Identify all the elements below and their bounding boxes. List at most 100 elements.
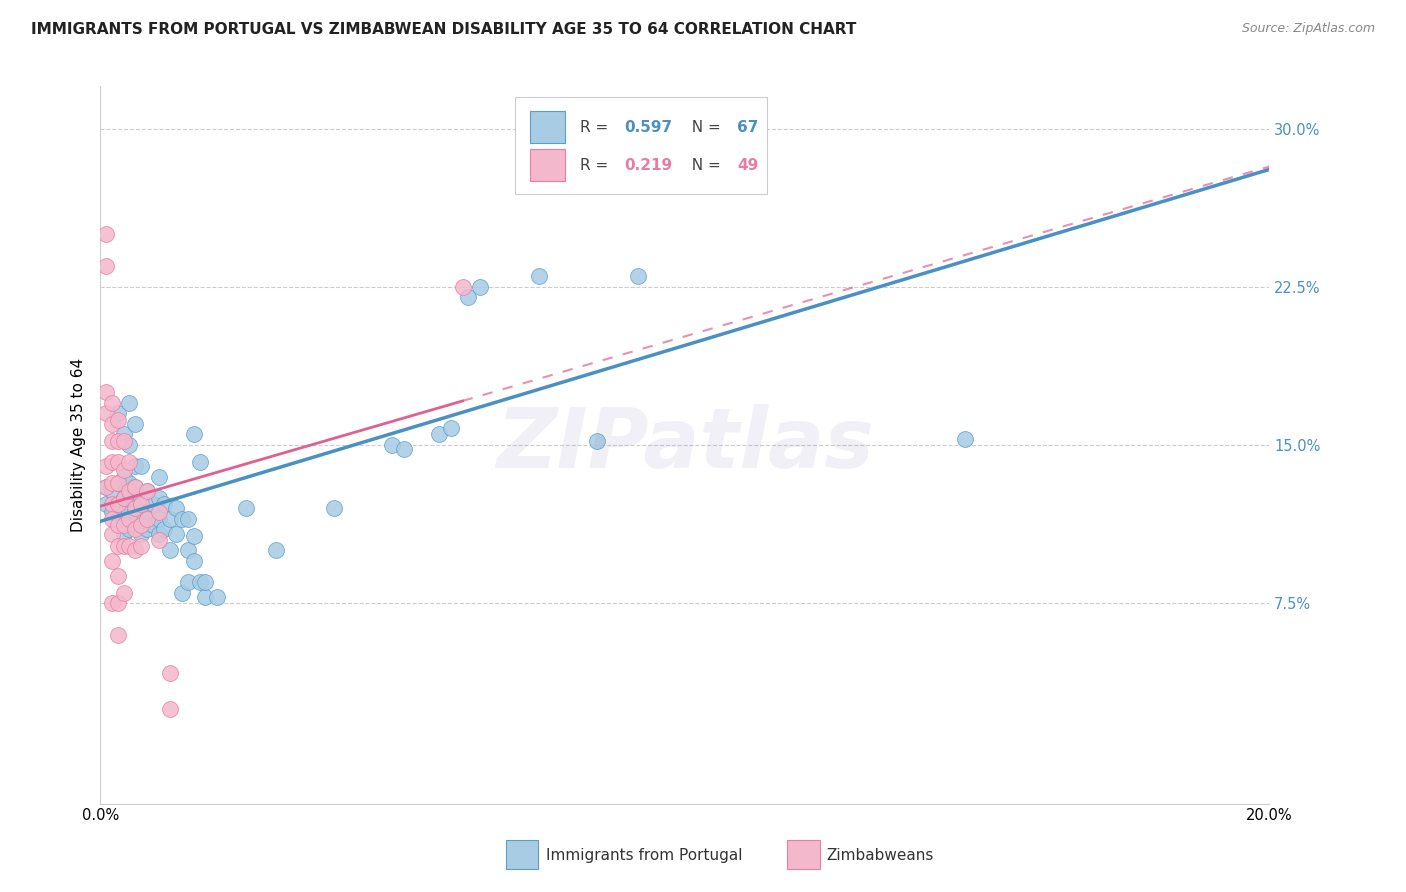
Point bbox=[101, 512, 124, 526]
Point bbox=[451, 279, 474, 293]
Point bbox=[94, 480, 117, 494]
Point bbox=[165, 526, 187, 541]
Point bbox=[112, 491, 135, 505]
Point bbox=[94, 480, 117, 494]
Point bbox=[112, 491, 135, 505]
Point bbox=[101, 396, 124, 410]
Point bbox=[118, 484, 141, 499]
Point bbox=[129, 518, 152, 533]
Point bbox=[170, 585, 193, 599]
Point bbox=[135, 484, 157, 499]
Point bbox=[107, 497, 129, 511]
Point bbox=[101, 497, 124, 511]
Point bbox=[118, 539, 141, 553]
Point bbox=[135, 484, 157, 499]
Point bbox=[107, 475, 129, 490]
Point bbox=[194, 590, 217, 604]
Point bbox=[112, 539, 135, 553]
Point bbox=[129, 506, 152, 520]
Point bbox=[112, 585, 135, 599]
Point bbox=[94, 406, 117, 420]
Point bbox=[118, 455, 141, 469]
Point bbox=[148, 526, 170, 541]
Point bbox=[183, 427, 205, 442]
Point bbox=[264, 543, 287, 558]
Point bbox=[107, 412, 129, 426]
FancyBboxPatch shape bbox=[515, 97, 766, 194]
Point bbox=[112, 434, 135, 448]
Point bbox=[153, 497, 176, 511]
Point bbox=[170, 512, 193, 526]
Point bbox=[124, 417, 146, 431]
FancyBboxPatch shape bbox=[530, 149, 565, 181]
Point bbox=[177, 543, 200, 558]
Point bbox=[118, 475, 141, 490]
Point bbox=[183, 554, 205, 568]
Point bbox=[142, 497, 165, 511]
Point bbox=[955, 432, 977, 446]
Point bbox=[586, 434, 609, 448]
Point bbox=[159, 665, 181, 680]
Text: 0.597: 0.597 bbox=[624, 120, 672, 135]
Point bbox=[177, 575, 200, 590]
FancyBboxPatch shape bbox=[530, 112, 565, 144]
Point bbox=[101, 434, 124, 448]
Point bbox=[107, 628, 129, 642]
Point bbox=[124, 501, 146, 516]
Point bbox=[124, 480, 146, 494]
Point bbox=[159, 701, 181, 715]
Point bbox=[124, 491, 146, 505]
Point bbox=[112, 427, 135, 442]
Point bbox=[118, 506, 141, 520]
Text: 49: 49 bbox=[737, 158, 759, 173]
Point bbox=[112, 463, 135, 477]
Point bbox=[101, 554, 124, 568]
Point bbox=[107, 568, 129, 582]
Point bbox=[129, 459, 152, 474]
Text: Zimbabweans: Zimbabweans bbox=[827, 848, 934, 863]
Y-axis label: Disability Age 35 to 64: Disability Age 35 to 64 bbox=[72, 358, 86, 532]
Point bbox=[392, 442, 415, 457]
Point bbox=[381, 438, 404, 452]
Point bbox=[112, 518, 135, 533]
Text: N =: N = bbox=[682, 158, 725, 173]
Point bbox=[118, 438, 141, 452]
Point bbox=[94, 259, 117, 273]
Point bbox=[153, 522, 176, 536]
Point bbox=[165, 501, 187, 516]
Text: Source: ZipAtlas.com: Source: ZipAtlas.com bbox=[1241, 22, 1375, 36]
Point bbox=[457, 290, 479, 304]
Point bbox=[118, 396, 141, 410]
Point bbox=[101, 526, 124, 541]
Point bbox=[101, 596, 124, 610]
Point bbox=[627, 269, 650, 284]
Point bbox=[107, 512, 129, 526]
Point bbox=[527, 269, 550, 284]
Text: ZIPatlas: ZIPatlas bbox=[496, 404, 873, 485]
Point bbox=[188, 575, 211, 590]
Point bbox=[148, 491, 170, 505]
Point bbox=[101, 417, 124, 431]
Point bbox=[101, 484, 124, 499]
Point bbox=[112, 469, 135, 483]
Point bbox=[159, 543, 181, 558]
Point bbox=[142, 518, 165, 533]
Point bbox=[662, 132, 685, 146]
Point bbox=[148, 506, 170, 520]
Point bbox=[129, 539, 152, 553]
Point bbox=[107, 475, 129, 490]
Point bbox=[112, 526, 135, 541]
Point bbox=[188, 455, 211, 469]
Point bbox=[129, 497, 152, 511]
Point bbox=[124, 518, 146, 533]
Point bbox=[94, 227, 117, 241]
Point bbox=[107, 455, 129, 469]
Point bbox=[194, 575, 217, 590]
Point bbox=[427, 427, 450, 442]
Point bbox=[235, 501, 257, 516]
Point bbox=[177, 512, 200, 526]
Point bbox=[124, 459, 146, 474]
Point bbox=[118, 512, 141, 526]
Point bbox=[94, 497, 117, 511]
Point bbox=[101, 475, 124, 490]
